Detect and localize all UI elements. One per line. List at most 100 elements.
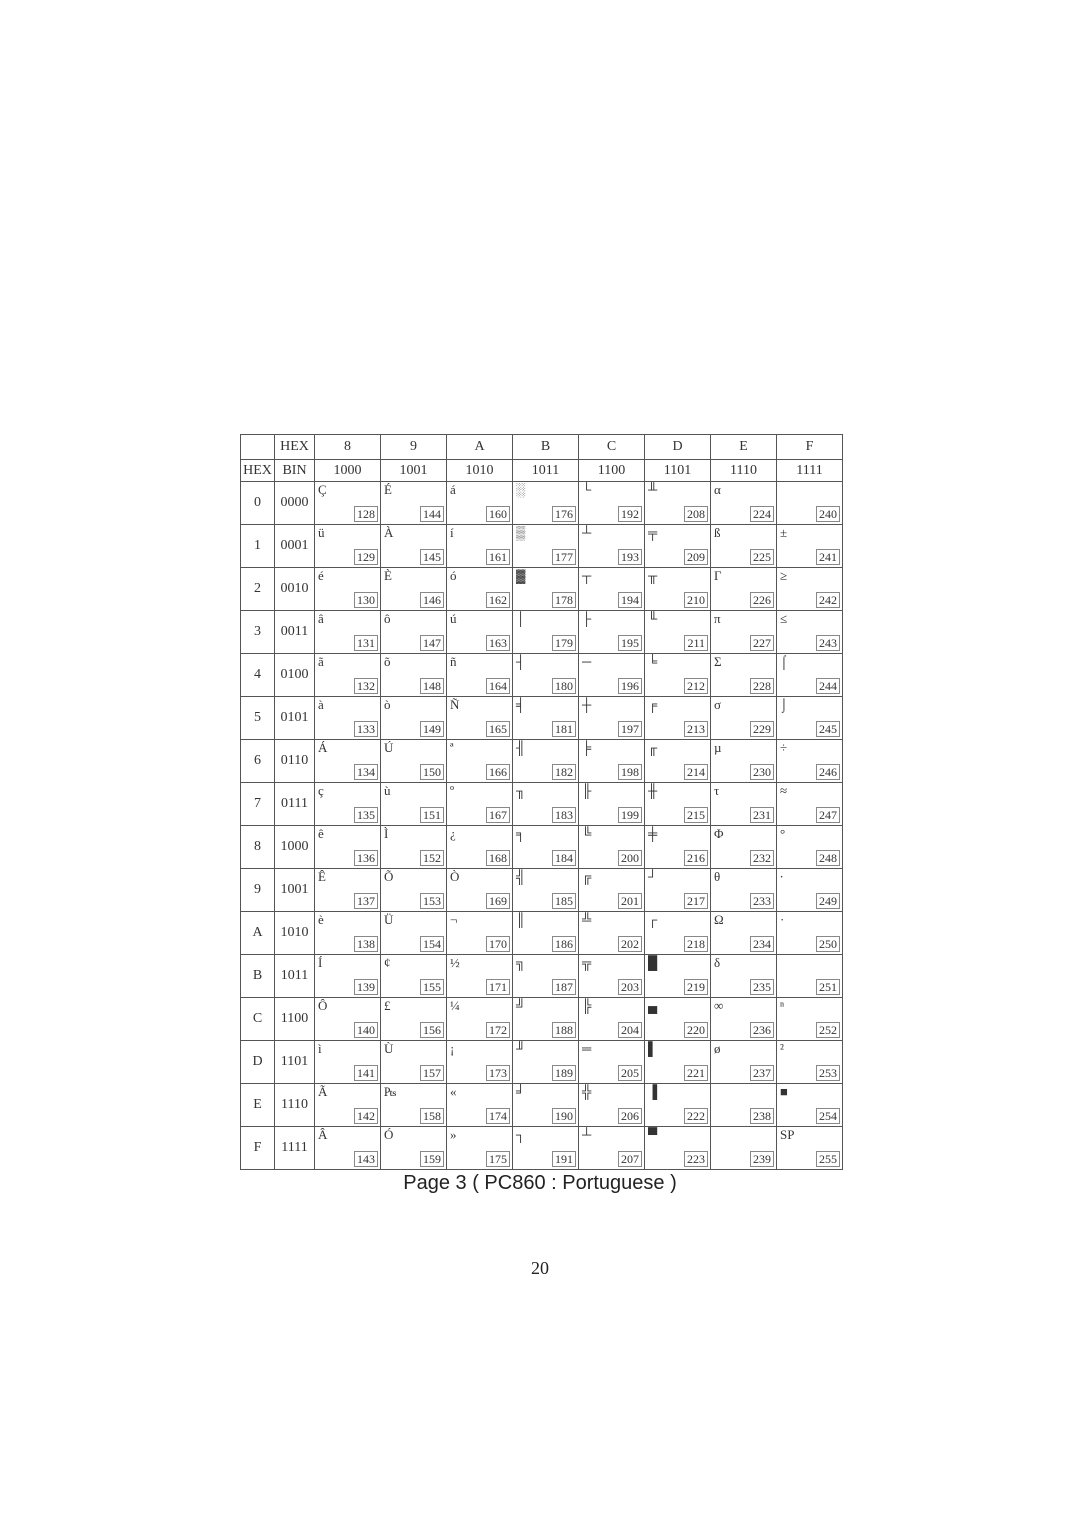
decimal-code: 214 bbox=[684, 764, 708, 780]
glyph: ² bbox=[780, 1042, 784, 1056]
row-bin: 1110 bbox=[275, 1084, 315, 1127]
decimal-code: 166 bbox=[486, 764, 510, 780]
glyph: ■ bbox=[780, 1085, 788, 1099]
glyph: ▐ bbox=[648, 1085, 657, 1099]
code-cell: ╖183 bbox=[513, 783, 579, 826]
glyph: ╘ bbox=[648, 655, 657, 669]
glyph: └ bbox=[582, 483, 591, 497]
code-cell: ╥210 bbox=[645, 568, 711, 611]
code-cell: ╦203 bbox=[579, 955, 645, 998]
table-row: 91001Ê137Õ153Ò169╣185╔201┘217θ233∙249 bbox=[241, 869, 843, 912]
code-cell: µ230 bbox=[711, 740, 777, 783]
glyph: ∞ bbox=[714, 999, 723, 1013]
glyph: Ó bbox=[384, 1128, 393, 1142]
glyph: ╚ bbox=[582, 827, 591, 841]
glyph: Ê bbox=[318, 870, 326, 884]
row-hex: D bbox=[241, 1041, 275, 1084]
row-bin: 1000 bbox=[275, 826, 315, 869]
code-cell: ═205 bbox=[579, 1041, 645, 1084]
glyph: ├ bbox=[582, 612, 591, 626]
table-row: D1101ì141Ù157¡173╜189═205▌221ø237²253 bbox=[241, 1041, 843, 1084]
page-number: 20 bbox=[0, 1258, 1080, 1279]
decimal-code: 129 bbox=[354, 549, 378, 565]
decimal-code: 165 bbox=[486, 721, 510, 737]
decimal-code: 212 bbox=[684, 678, 708, 694]
decimal-code: 198 bbox=[618, 764, 642, 780]
glyph: é bbox=[318, 569, 324, 583]
decimal-code: 219 bbox=[684, 979, 708, 995]
code-cell: ₧158 bbox=[381, 1084, 447, 1127]
glyph: ç bbox=[318, 784, 324, 798]
header-row-bin: HEX BIN 1000 1001 1010 1011 1100 1101 11… bbox=[241, 460, 843, 482]
decimal-code: 199 bbox=[618, 807, 642, 823]
code-cell: ¢155 bbox=[381, 955, 447, 998]
code-cell: ¬170 bbox=[447, 912, 513, 955]
table-row: 60110Á134Ú150ª166╢182╞198╓214µ230÷246 bbox=[241, 740, 843, 783]
decimal-code: 188 bbox=[552, 1022, 576, 1038]
glyph: É bbox=[384, 483, 392, 497]
row-hex: 2 bbox=[241, 568, 275, 611]
code-cell: ╜189 bbox=[513, 1041, 579, 1084]
decimal-code: 225 bbox=[750, 549, 774, 565]
code-cell: â131 bbox=[315, 611, 381, 654]
glyph: µ bbox=[714, 741, 722, 755]
code-cell: ù151 bbox=[381, 783, 447, 826]
decimal-code: 218 bbox=[684, 936, 708, 952]
code-cell: ▌221 bbox=[645, 1041, 711, 1084]
code-cell: ╪216 bbox=[645, 826, 711, 869]
decimal-code: 232 bbox=[750, 850, 774, 866]
decimal-code: 189 bbox=[552, 1065, 576, 1081]
code-cell: ø237 bbox=[711, 1041, 777, 1084]
row-hex: 4 bbox=[241, 654, 275, 697]
glyph: ║ bbox=[516, 913, 525, 927]
code-cell: Σ228 bbox=[711, 654, 777, 697]
decimal-code: 181 bbox=[552, 721, 576, 737]
glyph: Σ bbox=[714, 655, 722, 669]
code-cell: È146 bbox=[381, 568, 447, 611]
row-hex: 3 bbox=[241, 611, 275, 654]
code-cell: ╒213 bbox=[645, 697, 711, 740]
code-cell: ▒177 bbox=[513, 525, 579, 568]
decimal-code: 155 bbox=[420, 979, 444, 995]
decimal-code: 210 bbox=[684, 592, 708, 608]
code-cell: █219 bbox=[645, 955, 711, 998]
header-row-hex: HEX 8 9 A B C D E F bbox=[241, 435, 843, 460]
decimal-code: 247 bbox=[816, 807, 840, 823]
col-bin-1: 1001 bbox=[381, 460, 447, 482]
glyph: ╔ bbox=[582, 870, 591, 884]
glyph: ╠ bbox=[582, 999, 591, 1013]
glyph: ╤ bbox=[648, 526, 657, 540]
decimal-code: 220 bbox=[684, 1022, 708, 1038]
decimal-code: 240 bbox=[816, 506, 840, 522]
glyph: ┌ bbox=[648, 913, 657, 927]
glyph: ñ bbox=[450, 655, 457, 669]
glyph: â bbox=[318, 612, 324, 626]
decimal-code: 140 bbox=[354, 1022, 378, 1038]
code-cell: ≈247 bbox=[777, 783, 843, 826]
glyph: Ù bbox=[384, 1042, 393, 1056]
decimal-code: 135 bbox=[354, 807, 378, 823]
code-cell: α224 bbox=[711, 482, 777, 525]
col-bin-2: 1010 bbox=[447, 460, 513, 482]
code-cell: ª166 bbox=[447, 740, 513, 783]
code-cell: ┐191 bbox=[513, 1127, 579, 1170]
code-cell: õ148 bbox=[381, 654, 447, 697]
code-cell: Ã142 bbox=[315, 1084, 381, 1127]
code-cell: ½171 bbox=[447, 955, 513, 998]
row-bin: 1111 bbox=[275, 1127, 315, 1170]
code-cell: À145 bbox=[381, 525, 447, 568]
code-cell: Ω234 bbox=[711, 912, 777, 955]
decimal-code: 213 bbox=[684, 721, 708, 737]
glyph: Ã bbox=[318, 1085, 327, 1099]
code-cell: 238 bbox=[711, 1084, 777, 1127]
decimal-code: 205 bbox=[618, 1065, 642, 1081]
code-cell: º167 bbox=[447, 783, 513, 826]
glyph: º bbox=[450, 784, 454, 798]
glyph: Φ bbox=[714, 827, 724, 841]
code-cell: Ê137 bbox=[315, 869, 381, 912]
code-cell: Ü154 bbox=[381, 912, 447, 955]
glyph: α bbox=[714, 483, 721, 497]
glyph: SP bbox=[780, 1128, 794, 1142]
decimal-code: 173 bbox=[486, 1065, 510, 1081]
decimal-code: 242 bbox=[816, 592, 840, 608]
